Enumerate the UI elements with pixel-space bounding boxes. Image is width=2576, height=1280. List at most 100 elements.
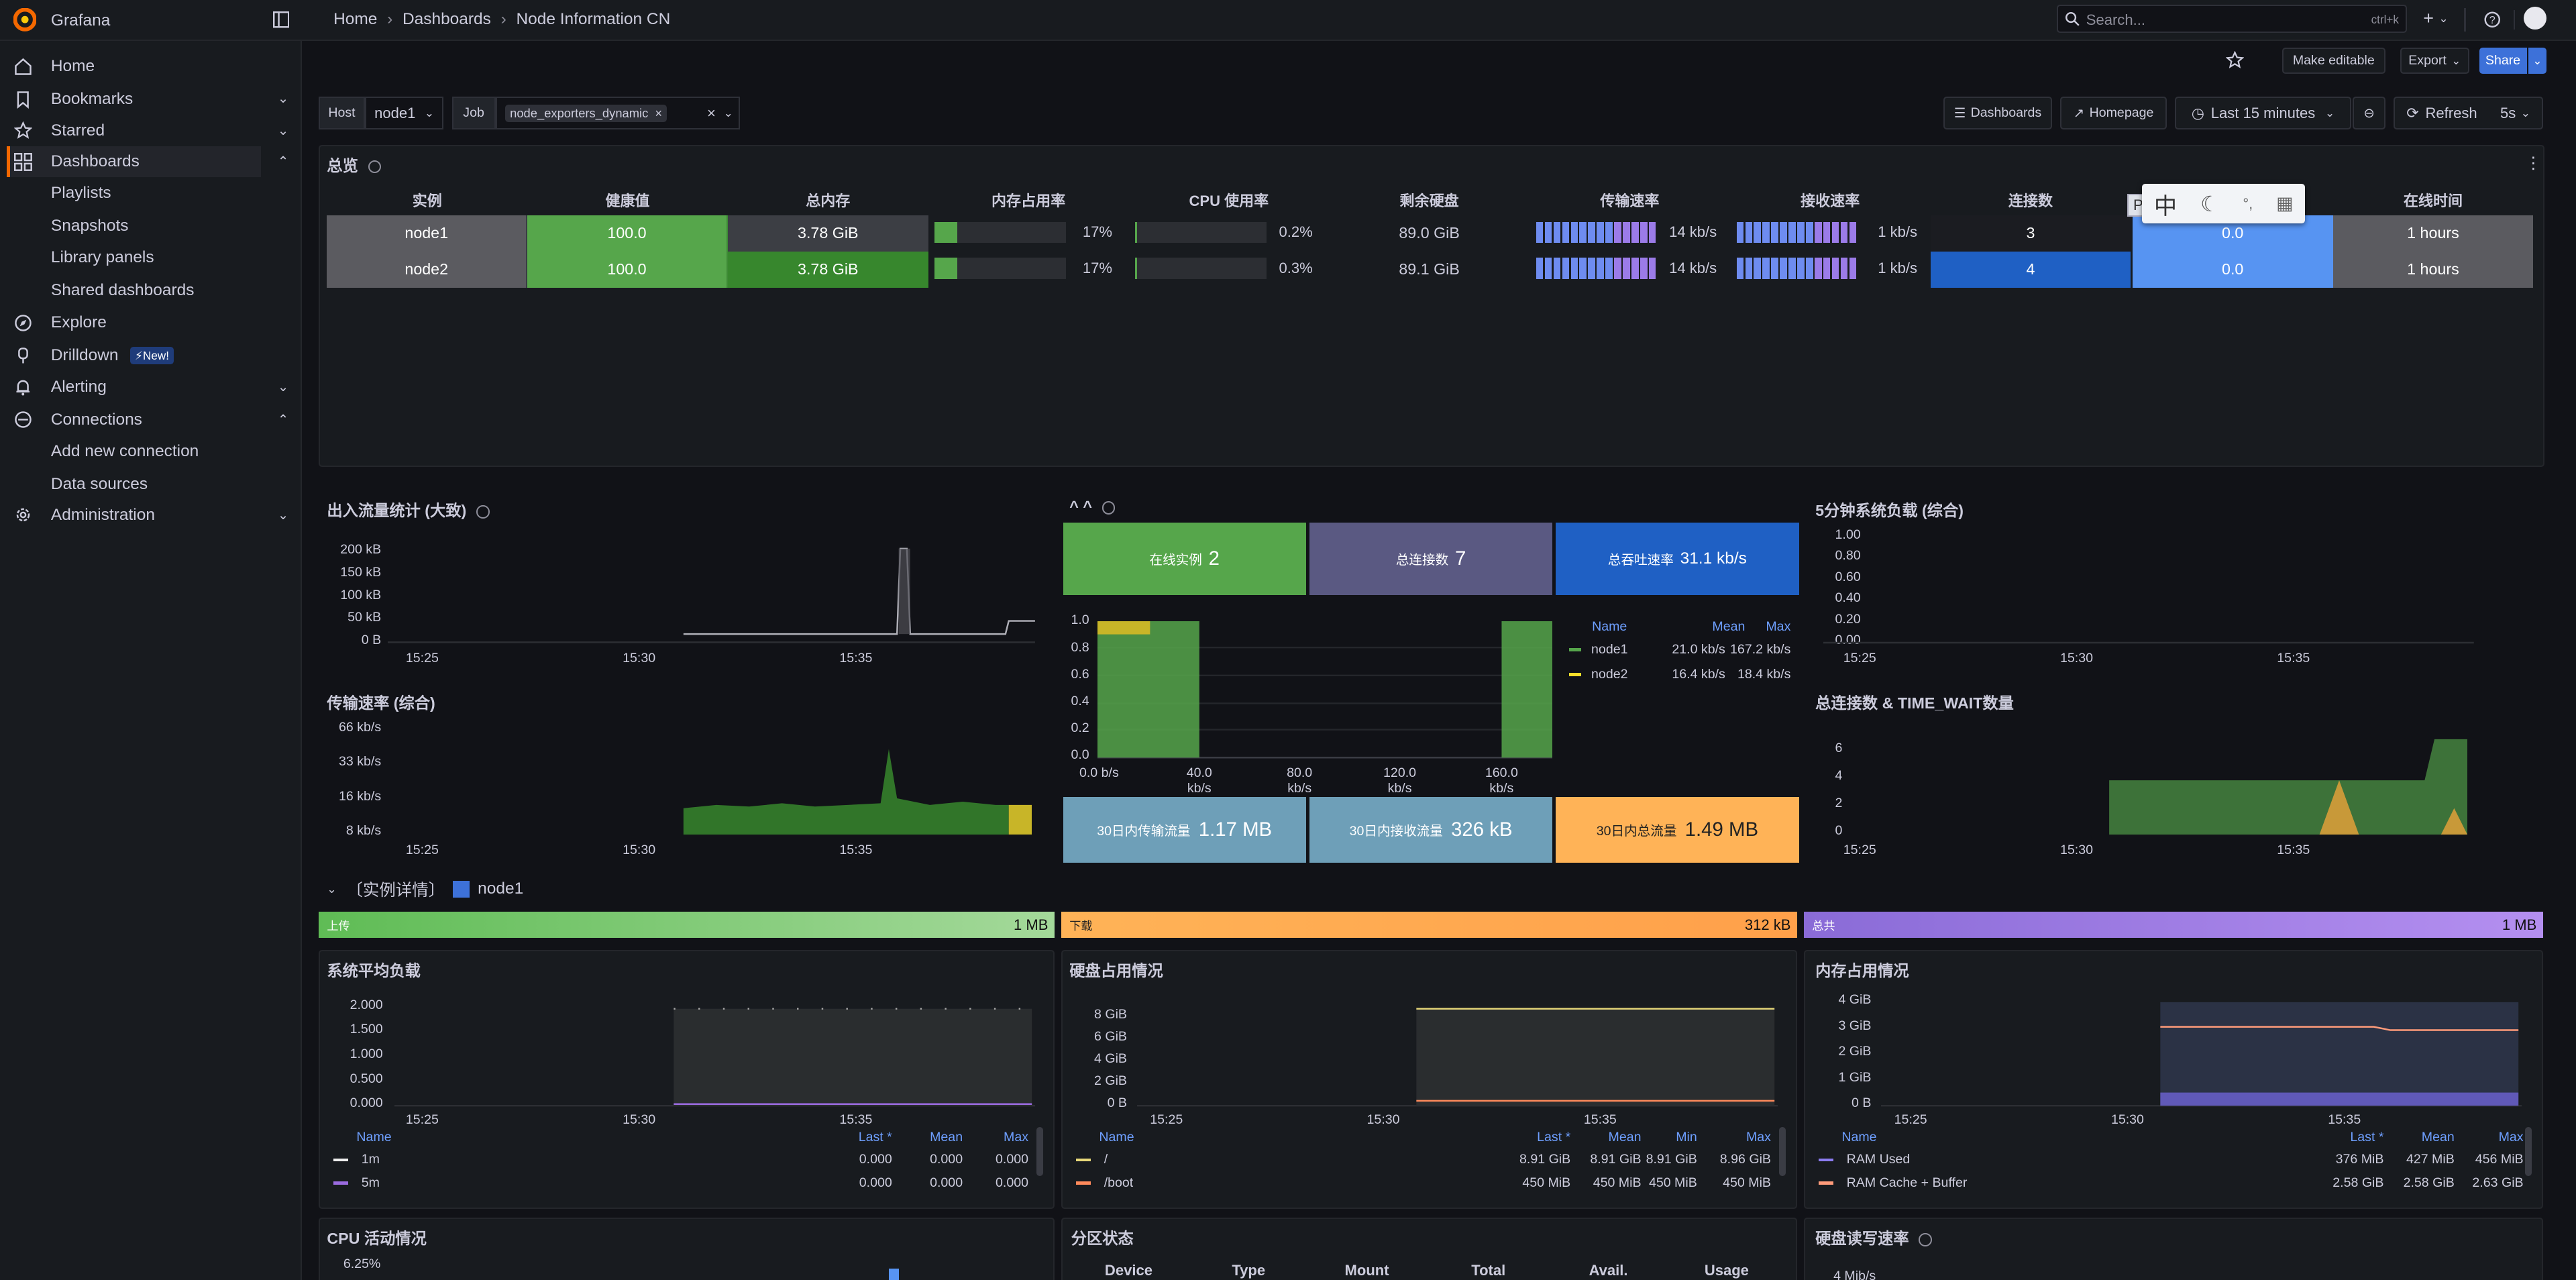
dashboards-link-button[interactable]: ☰ Dashboards xyxy=(1943,97,2052,130)
ime-grid-icon[interactable]: ▦ xyxy=(2276,193,2294,214)
nav-home[interactable]: Home xyxy=(7,51,262,83)
column-header[interactable]: 内存占用率 xyxy=(991,192,1066,209)
dock-menu-icon[interactable] xyxy=(272,11,290,28)
ime-chinese-icon[interactable]: 中 xyxy=(2153,193,2178,219)
homepage-link-button[interactable]: ↗ Homepage xyxy=(2060,97,2167,130)
time-range-picker[interactable]: ◷ Last 15 minutes ⌄ xyxy=(2175,97,2351,130)
nav-administration[interactable]: Administration ⌄ xyxy=(7,499,288,531)
partition-column-header[interactable]: Usage xyxy=(1704,1261,1749,1279)
nav-alerting[interactable]: Alerting ⌄ xyxy=(7,371,288,403)
column-header[interactable]: 传输速率 xyxy=(1600,192,1660,209)
nav-add-new-connection[interactable]: Add new connection xyxy=(50,441,199,460)
legend-column-header[interactable]: Name xyxy=(356,1130,392,1145)
nav-library-panels[interactable]: Library panels xyxy=(50,248,154,266)
column-header[interactable]: 总内存 xyxy=(806,192,851,209)
legend-row[interactable]: 1m 0.000 0.000 0.000 xyxy=(329,1149,1035,1171)
help-icon[interactable]: ? xyxy=(2484,11,2500,28)
legend-column-header[interactable]: Mean xyxy=(1608,1130,1642,1145)
partition-column-header[interactable]: Type xyxy=(1232,1261,1266,1279)
chevron-down-icon[interactable]: ⌄ xyxy=(277,123,289,138)
column-header[interactable]: 健康值 xyxy=(605,192,650,209)
grafana-logo-icon[interactable] xyxy=(13,8,36,32)
partition-column-header[interactable]: Device xyxy=(1104,1261,1152,1279)
tcp-plot[interactable] xyxy=(1823,736,2474,838)
legend-column-header[interactable]: Last * xyxy=(2350,1130,2384,1145)
column-header[interactable]: 接收速率 xyxy=(1801,192,1860,209)
nav-drilldown[interactable]: Drilldown ⚡New! xyxy=(7,340,262,372)
nav-playlists[interactable]: Playlists xyxy=(50,184,111,203)
column-header[interactable]: 在线时间 xyxy=(2403,192,2463,209)
info-icon[interactable] xyxy=(368,160,382,174)
chevron-down-icon[interactable]: ⌄ xyxy=(723,106,733,120)
column-header[interactable]: CPU 使用率 xyxy=(1189,192,1269,209)
legend-row[interactable]: node2 16.4 kb/s 18.4 kb/s xyxy=(1568,662,1790,687)
host-select[interactable]: node1 ⌄ xyxy=(364,97,444,130)
legend-max-header[interactable]: Max xyxy=(1766,619,1791,634)
row-header[interactable]: ⌄ 〔实例详情〕 node1 xyxy=(327,877,523,901)
make-editable-button[interactable]: Make editable xyxy=(2282,48,2385,74)
nav-explore[interactable]: Explore xyxy=(7,307,262,339)
ime-punctuation-icon[interactable]: °, xyxy=(2243,195,2253,212)
legend-column-header[interactable]: Name xyxy=(1841,1130,1877,1145)
chevron-down-icon[interactable]: ⌄ xyxy=(277,507,289,523)
legend-column-header[interactable]: Mean xyxy=(2421,1130,2455,1145)
job-select[interactable]: node_exporters_dynamic × × ⌄ xyxy=(495,97,741,130)
memuse-plot[interactable] xyxy=(1881,999,2522,1108)
nav-starred[interactable]: Starred ⌄ xyxy=(7,115,288,146)
nav-dashboards[interactable]: Dashboards ⌃ xyxy=(6,146,288,178)
panel-menu-icon[interactable]: ⋮ xyxy=(2525,154,2542,172)
transfer-plot[interactable] xyxy=(388,736,1035,838)
column-header[interactable]: 连接数 xyxy=(2008,192,2053,209)
legend-name-header[interactable]: Name xyxy=(1592,619,1627,634)
legend-mean-header[interactable]: Mean xyxy=(1712,619,1746,634)
chevron-up-icon[interactable]: ⌃ xyxy=(277,412,289,427)
legend-column-header[interactable]: Name xyxy=(1099,1130,1134,1145)
refresh-button[interactable]: ⟳ Refresh 5s ⌄ xyxy=(2394,97,2544,130)
legend-row[interactable]: RAM Cache + Buffer 2.58 GiB 2.58 GiB 2.63 G… xyxy=(1814,1171,2524,1194)
chevron-up-icon[interactable]: ⌃ xyxy=(277,154,289,170)
nav-connections[interactable]: Connections ⌃ xyxy=(7,404,288,435)
chevron-down-icon[interactable]: ⌄ xyxy=(277,379,289,394)
scrollbar[interactable] xyxy=(1036,1127,1044,1177)
add-new-button[interactable]: + ⌄ xyxy=(2423,8,2448,29)
nav-bookmarks[interactable]: Bookmarks ⌄ xyxy=(7,84,288,115)
user-avatar[interactable] xyxy=(2523,6,2546,30)
legend-row[interactable]: node1 21.0 kb/s 167.2 kb/s xyxy=(1568,637,1790,662)
refresh-interval[interactable]: 5s xyxy=(2500,104,2516,121)
disk-plot[interactable] xyxy=(1136,999,1778,1108)
ime-moon-icon[interactable]: ☾ xyxy=(2200,191,2220,216)
legend-column-header[interactable]: Min xyxy=(1676,1130,1697,1145)
legend-row[interactable]: /boot 450 MiB 450 MiB 450 MiB 450 MiB xyxy=(1071,1171,1778,1194)
info-icon[interactable] xyxy=(476,505,490,519)
clear-icon[interactable]: × xyxy=(707,104,716,121)
scrollbar[interactable] xyxy=(1779,1127,1786,1177)
info-icon[interactable] xyxy=(1102,501,1116,515)
chevron-down-icon[interactable]: ⌄ xyxy=(277,91,289,106)
partition-column-header[interactable]: Mount xyxy=(1344,1261,1389,1279)
legend-column-header[interactable]: Max xyxy=(2498,1130,2524,1145)
legend-column-header[interactable]: Last * xyxy=(858,1130,892,1145)
column-header[interactable]: 剩余硬盘 xyxy=(1399,192,1459,209)
legend-column-header[interactable]: Mean xyxy=(930,1130,963,1145)
scrollbar[interactable] xyxy=(2525,1127,2532,1177)
share-dropdown-button[interactable]: ⌄ xyxy=(2528,48,2546,74)
traffic-plot[interactable] xyxy=(387,542,1035,644)
legend-column-header[interactable]: Max xyxy=(1004,1130,1029,1145)
breadcrumb-dashboards[interactable]: Dashboards xyxy=(402,9,491,28)
info-icon[interactable] xyxy=(1919,1233,1932,1246)
share-button[interactable]: Share xyxy=(2479,48,2527,74)
partition-column-header[interactable]: Avail. xyxy=(1589,1261,1628,1279)
partition-column-header[interactable]: Total xyxy=(1471,1261,1506,1279)
ime-toolbar[interactable]: 中 ☾ °, ▦ xyxy=(2142,184,2305,224)
legend-column-header[interactable]: Last * xyxy=(1537,1130,1571,1145)
legend-row[interactable]: 5m 0.000 0.000 0.000 xyxy=(329,1171,1035,1194)
histogram-plot[interactable] xyxy=(1097,621,1553,759)
column-header[interactable]: 实例 xyxy=(412,192,442,209)
legend-column-header[interactable]: Max xyxy=(1746,1130,1771,1145)
nav-data-sources[interactable]: Data sources xyxy=(50,474,148,493)
breadcrumb-home[interactable]: Home xyxy=(333,9,378,28)
chip-remove-icon[interactable]: × xyxy=(655,105,663,120)
legend-row[interactable]: RAM Used 376 MiB 427 MiB 456 MiB xyxy=(1814,1149,2524,1171)
load5-plot[interactable] xyxy=(1823,529,2475,644)
legend-row[interactable]: / 8.91 GiB 8.91 GiB 8.91 GiB 8.96 GiB xyxy=(1071,1149,1778,1171)
